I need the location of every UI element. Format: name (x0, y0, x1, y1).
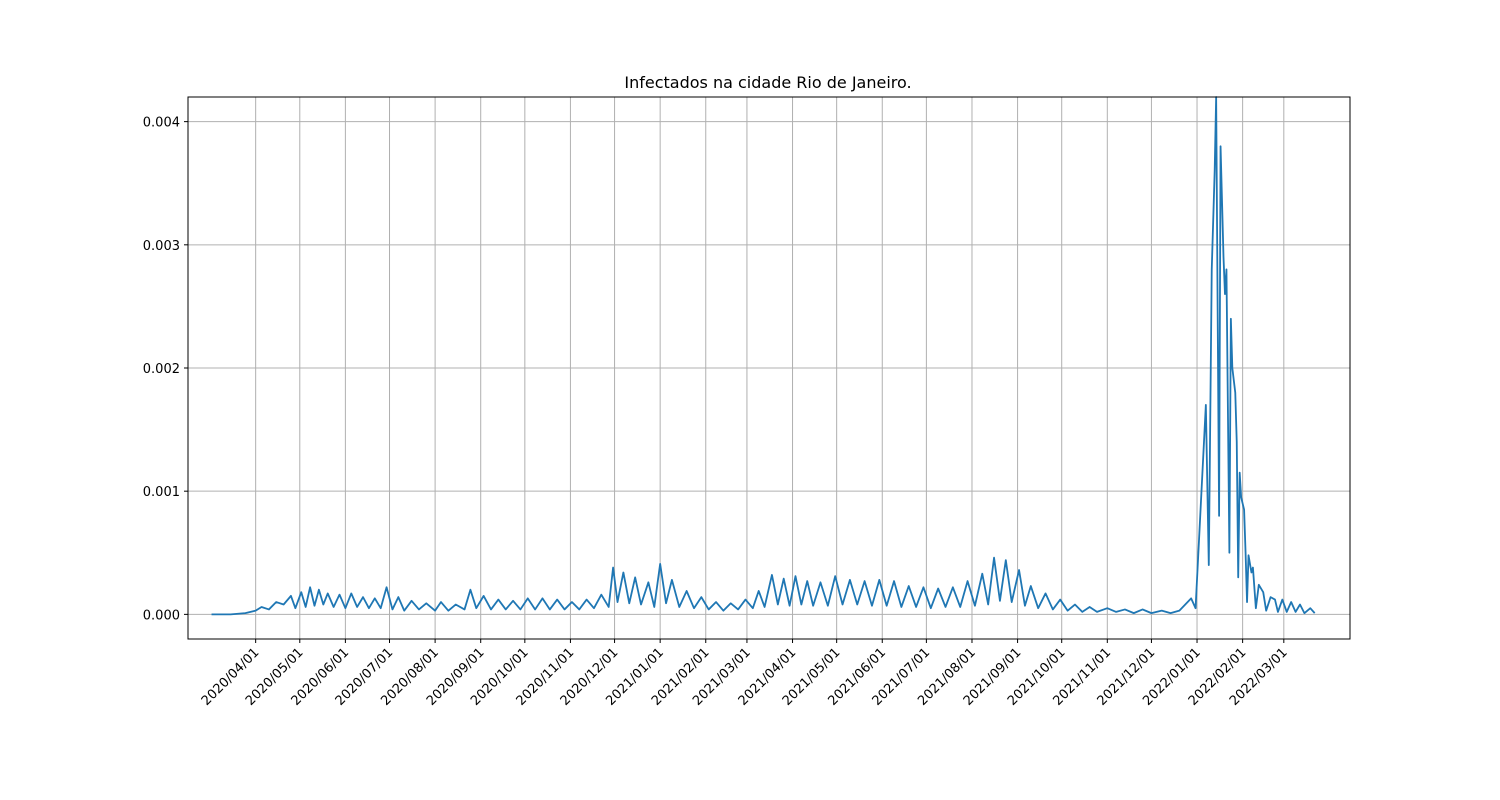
grid-lines (188, 97, 1350, 639)
y-tick-label: 0.004 (143, 116, 180, 131)
series-layer (211, 96, 1316, 616)
y-tick-label: 0.003 (143, 239, 180, 254)
y-axis: 0.000 0.001 0.002 0.003 0.004 (143, 116, 188, 623)
chart-title: Infectados na cidade Rio de Janeiro. (624, 73, 911, 92)
y-tick-label: 0.001 (143, 485, 180, 500)
series-line (211, 96, 1316, 616)
y-tick-label: 0.002 (143, 362, 180, 377)
y-tick-label: 0.000 (143, 608, 180, 623)
